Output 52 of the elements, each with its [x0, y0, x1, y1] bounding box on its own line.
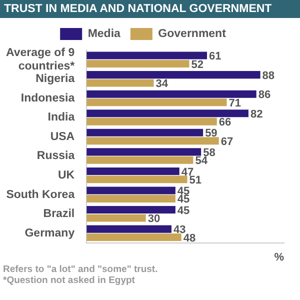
data-label: 30: [148, 213, 160, 226]
data-label: 45: [177, 204, 190, 217]
bar: [86, 110, 248, 118]
bar: [86, 156, 194, 164]
data-label: 86: [258, 89, 271, 102]
bar: [86, 90, 256, 98]
bar: [86, 167, 180, 175]
data-label: 43: [173, 224, 186, 236]
bar: [86, 128, 204, 136]
legend-label: Government: [158, 28, 226, 40]
bar: [86, 214, 146, 222]
bar: [86, 176, 188, 184]
bar: [86, 79, 154, 87]
data-label: 59: [205, 128, 218, 140]
y-tick-label: USA: [50, 130, 75, 143]
bar: [86, 225, 172, 233]
y-tick-label: Brazil: [43, 208, 75, 220]
data-label: 52: [191, 58, 204, 71]
y-tick-label: India: [48, 112, 76, 124]
bar: [86, 186, 176, 194]
y-tick-label: Nigeria: [36, 73, 76, 86]
data-label: 48: [183, 232, 196, 244]
data-label: 88: [262, 70, 275, 82]
data-label: 71: [228, 97, 242, 110]
text: Refers to "a lot" and "some" trust.: [3, 264, 159, 275]
bar: [86, 71, 260, 79]
bar: [86, 148, 202, 156]
text: *Question not asked in Egypt: [3, 275, 136, 286]
y-tick-label: Indonesia: [20, 92, 76, 104]
bar: [86, 137, 219, 145]
y-tick-label: South Korea: [6, 188, 76, 201]
bar: [86, 60, 190, 68]
data-label: 51: [189, 174, 202, 186]
y-tick-label: UK: [58, 169, 76, 182]
data-label: 66: [218, 116, 232, 129]
chart-title: TRUST IN MEDIA AND NATIONAL GOVERNMENT: [0, 0, 300, 18]
data-label: 34: [156, 78, 169, 90]
y-tick-label: Germany: [24, 227, 76, 240]
legend-label: Media: [88, 28, 122, 40]
bar: [86, 233, 182, 242]
data-label: 54: [195, 155, 208, 168]
bar: [86, 118, 217, 126]
data-label: 67: [220, 136, 234, 148]
bar: [86, 98, 227, 106]
y-tick-label: Russia: [36, 150, 76, 162]
y-tick-label: Average of 9 countries*: [6, 46, 76, 73]
x-axis-title: %: [274, 251, 284, 264]
data-label: 61: [209, 50, 222, 63]
bar: [86, 52, 208, 60]
bar: [86, 194, 176, 202]
data-label: 82: [250, 108, 263, 120]
bar: [86, 206, 176, 214]
